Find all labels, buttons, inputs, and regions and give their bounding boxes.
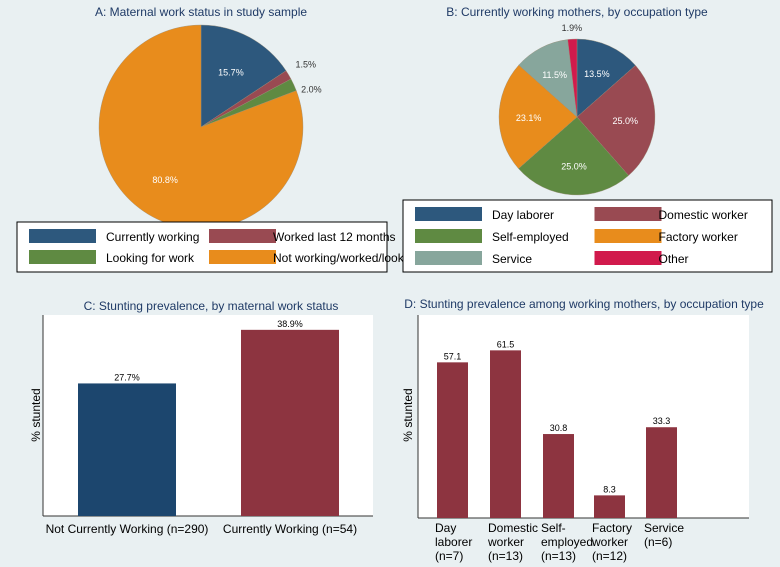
legend-label: Factory worker	[659, 230, 738, 244]
pie-slice	[576, 65, 656, 176]
legend-label: Day laborer	[492, 208, 554, 222]
legend-label: Self-employed	[492, 230, 569, 244]
bar	[241, 329, 339, 516]
bar	[490, 350, 521, 518]
legend-swatch	[29, 229, 96, 243]
pie-label: 80.8%	[152, 175, 178, 185]
legend-swatch	[29, 250, 96, 264]
chart-title-a: A: Maternal work status in study sample	[95, 5, 307, 19]
legend-swatch	[415, 229, 482, 243]
pie-slice	[498, 64, 578, 169]
x-tick-label: Self-	[541, 521, 566, 535]
pie-slice	[567, 38, 578, 118]
bar-value-label: 27.7%	[114, 372, 140, 382]
bar	[437, 362, 468, 518]
legend-swatch	[209, 250, 276, 264]
legend-swatch	[594, 207, 662, 221]
bar-value-label: 38.9%	[277, 319, 303, 329]
legend-swatch	[415, 207, 482, 221]
x-tick-label: worker	[591, 535, 628, 549]
bar	[594, 495, 625, 518]
legend-label: Not working/worked/looking	[273, 251, 420, 265]
bar-value-label: 30.8	[550, 423, 568, 433]
legend-label: Service	[492, 252, 532, 266]
x-tick-label: (n=13)	[541, 549, 576, 563]
legend-swatch	[415, 251, 482, 265]
pie-label: 1.9%	[562, 23, 583, 33]
pie-slice	[98, 24, 304, 230]
bar-value-label: 57.1	[444, 351, 462, 361]
legend-label: Domestic worker	[659, 208, 748, 222]
chart-title-d: D: Stunting prevalence among working mot…	[404, 297, 764, 311]
legend-label: Looking for work	[106, 251, 195, 265]
x-tick-label: (n=13)	[488, 549, 523, 563]
pie-slice	[518, 116, 629, 196]
legend-swatch	[594, 251, 662, 265]
chart-title-b: B: Currently working mothers, by occupat…	[446, 5, 708, 19]
x-tick-label: Day	[435, 521, 456, 535]
bar-value-label: 33.3	[653, 416, 671, 426]
pie-label: 15.7%	[218, 67, 244, 77]
x-tick-label: (n=6)	[644, 535, 672, 549]
pie-label: 11.5%	[542, 70, 567, 80]
x-tick-label: Service	[644, 521, 684, 535]
pie-label: 23.1%	[516, 113, 542, 123]
bar-value-label: 61.5	[497, 339, 515, 349]
legend-label: Other	[659, 252, 689, 266]
x-tick-label: Domestic	[488, 521, 538, 535]
x-tick-label: (n=7)	[435, 549, 463, 563]
x-tick-label: (n=12)	[592, 549, 627, 563]
bar	[543, 434, 574, 518]
x-tick-label: employed	[541, 535, 593, 549]
x-tick-label: Factory	[592, 521, 632, 535]
x-tick-label: worker	[487, 535, 524, 549]
legend-label: Currently working	[106, 230, 199, 244]
legend-swatch	[209, 229, 276, 243]
pie-slice	[576, 38, 636, 118]
bar	[646, 427, 677, 518]
pie-label: 25.0%	[561, 161, 587, 171]
y-axis-label: % stunted	[29, 388, 43, 441]
legend-label: Worked last 12 months	[273, 230, 396, 244]
chart-title-c: C: Stunting prevalence, by maternal work…	[84, 299, 339, 313]
pie-label: 25.0%	[612, 116, 638, 126]
x-tick-label: Not Currently Working (n=290)	[46, 522, 209, 536]
pie-label: 1.5%	[296, 60, 317, 70]
plot-area	[418, 315, 749, 518]
legend-swatch	[594, 229, 662, 243]
x-tick-label: Currently Working (n=54)	[223, 522, 357, 536]
bar-value-label: 8.3	[603, 484, 616, 494]
pie-label: 13.5%	[584, 69, 610, 79]
y-axis-label: % stunted	[401, 388, 415, 441]
bar	[78, 383, 176, 516]
pie-label: 2.0%	[301, 84, 322, 94]
x-tick-label: laborer	[435, 535, 472, 549]
pie-slice	[200, 24, 287, 128]
